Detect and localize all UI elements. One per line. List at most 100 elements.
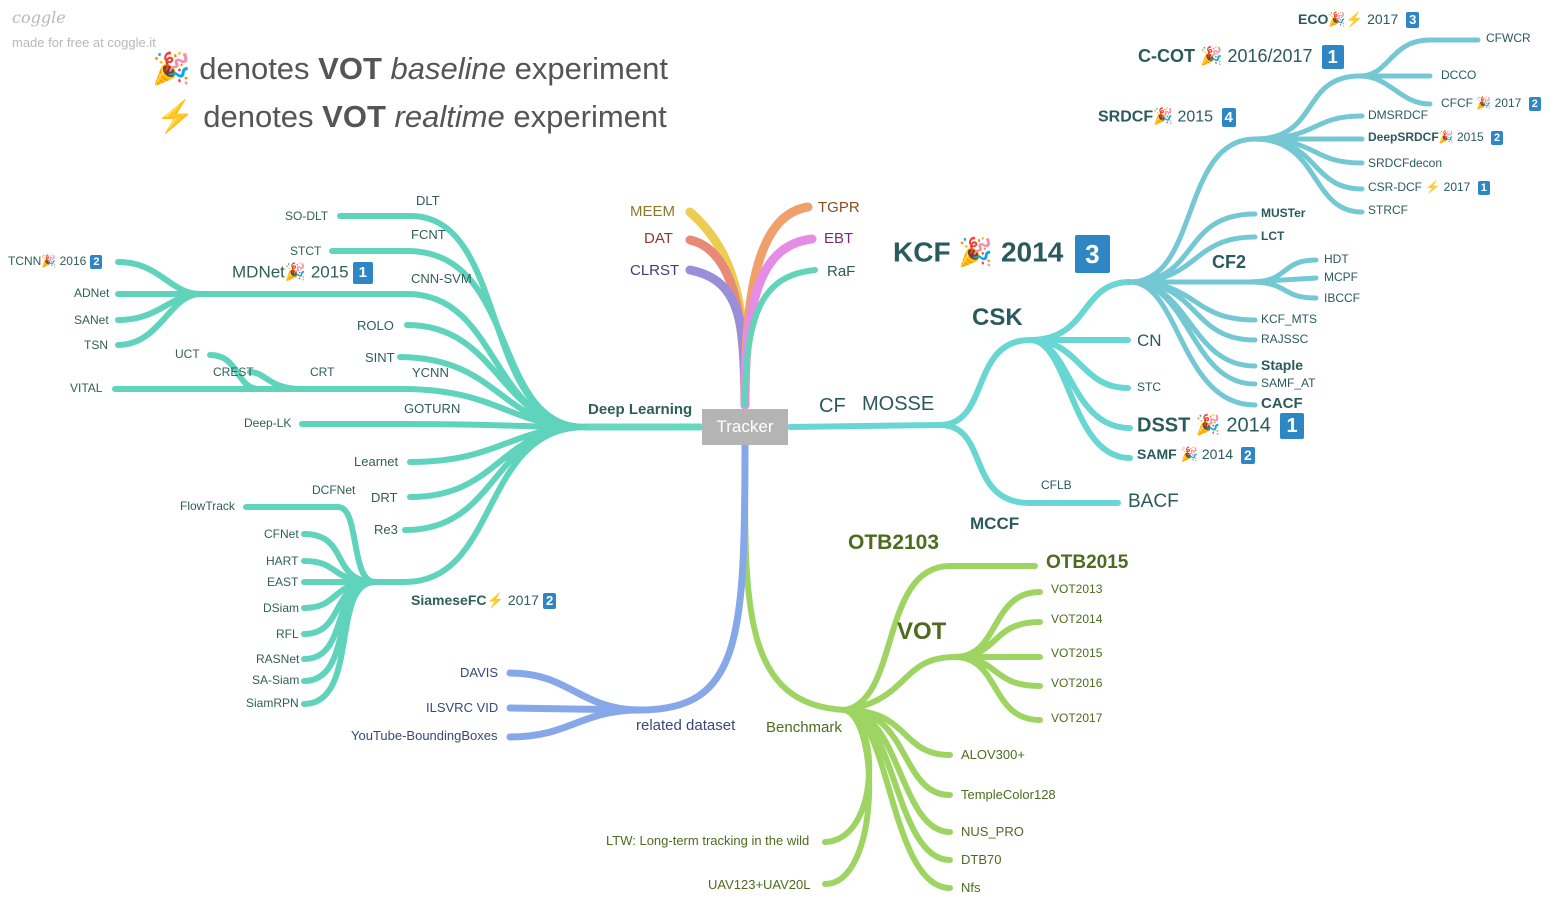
node-samf[interactable]: SAMF 🎉 2014 2 (1137, 447, 1255, 464)
node-muster[interactable]: MUSTer (1261, 206, 1306, 220)
node-ilsvrc-vid[interactable]: ILSVRC VID (426, 700, 499, 715)
node-siamrpn[interactable]: SiamRPN (246, 696, 299, 710)
node-ltw[interactable]: LTW: Long-term tracking in the wild (606, 833, 810, 848)
node-ycnn[interactable]: YCNN (412, 365, 449, 380)
node-deep-lk[interactable]: Deep-LK (244, 416, 292, 430)
node-ebt[interactable]: EBT (824, 230, 854, 247)
party-popper-icon: 🎉 (1180, 446, 1198, 463)
node-mccf[interactable]: MCCF (970, 514, 1020, 533)
node-ibccf[interactable]: IBCCF (1324, 291, 1360, 305)
node-deep-learning[interactable]: Deep Learning (588, 401, 693, 418)
node-mdnet[interactable]: MDNet🎉 2015 1 (232, 262, 373, 284)
node-nfs[interactable]: Nfs (961, 880, 981, 895)
node-samf-at[interactable]: SAMF_AT (1261, 376, 1316, 390)
node-vot2015[interactable]: VOT2015 (1051, 646, 1103, 660)
rank-badge: 2 (1528, 97, 1541, 111)
node-alov[interactable]: ALOV300+ (961, 747, 1025, 762)
node-vot2017[interactable]: VOT2017 (1051, 711, 1103, 725)
node-bacf[interactable]: BACF (1128, 491, 1179, 512)
node-drt[interactable]: DRT (371, 490, 398, 505)
node-crest[interactable]: CREST (213, 365, 254, 379)
node-lct[interactable]: LCT (1261, 229, 1285, 243)
node-dsiam[interactable]: DSiam (263, 601, 300, 615)
node-benchmark[interactable]: Benchmark (766, 719, 842, 736)
node-cfcf[interactable]: CFCF 🎉 2017 2 (1441, 97, 1541, 111)
node-cfwcr[interactable]: CFWCR (1486, 31, 1531, 45)
rank-badge: 3 (1075, 235, 1110, 273)
legend-baseline: 🎉 denotes VOT baseline experiment (152, 51, 668, 86)
node-dsst[interactable]: DSST 🎉 2014 1 (1137, 413, 1304, 439)
node-sa-siam[interactable]: SA-Siam (252, 673, 300, 687)
node-uct[interactable]: UCT (175, 347, 200, 361)
node-stc[interactable]: STC (1137, 380, 1161, 394)
node-tsn[interactable]: TSN (84, 338, 108, 352)
node-so-dlt[interactable]: SO-DLT (285, 209, 329, 223)
node-vot2013[interactable]: VOT2013 (1051, 582, 1103, 596)
node-sanet[interactable]: SANet (74, 313, 109, 327)
node-mcpf[interactable]: MCPF (1324, 270, 1358, 284)
node-csk[interactable]: CSK (972, 304, 1023, 331)
node-srdcfdecon[interactable]: SRDCFdecon (1368, 156, 1443, 170)
node-uav123[interactable]: UAV123+UAV20L (708, 877, 811, 892)
node-kcf[interactable]: KCF 🎉 2014 3 (893, 235, 1110, 273)
node-staple[interactable]: Staple (1261, 357, 1304, 373)
node-rfl[interactable]: RFL (276, 627, 299, 641)
node-dmsrdcf[interactable]: DMSRDCF (1368, 108, 1428, 122)
node-cnn-svm[interactable]: CNN-SVM (411, 271, 472, 286)
node-mosse[interactable]: MOSSE (862, 393, 935, 415)
node-crt[interactable]: CRT (310, 365, 335, 379)
node-tcnn[interactable]: TCNN🎉 2016 2 (8, 255, 103, 269)
node-dlt[interactable]: DLT (416, 193, 440, 208)
node-cacf[interactable]: CACF (1261, 395, 1303, 412)
node-dat[interactable]: DAT (644, 230, 673, 247)
coggle-tagline[interactable]: made for free at coggle.it (12, 35, 156, 50)
node-re3[interactable]: Re3 (374, 522, 398, 537)
node-cf2[interactable]: CF2 (1212, 252, 1247, 272)
node-davis[interactable]: DAVIS (460, 665, 499, 680)
node-meem[interactable]: MEEM (630, 203, 675, 220)
node-youtube-boundingboxes[interactable]: YouTube-BoundingBoxes (351, 728, 498, 743)
node-c-cot[interactable]: C-COT 🎉 2016/2017 1 (1138, 45, 1344, 69)
node-siamesefc[interactable]: SiameseFC⚡ 2017 2 (411, 593, 557, 610)
node-cfnet[interactable]: CFNet (264, 527, 299, 541)
node-srdcf[interactable]: SRDCF🎉 2015 4 (1098, 108, 1236, 127)
node-flowtrack[interactable]: FlowTrack (180, 499, 235, 513)
node-otb2103[interactable]: OTB2103 (848, 531, 940, 554)
node-raf[interactable]: RaF (827, 263, 856, 280)
node-templecolor128[interactable]: TempleColor128 (961, 787, 1056, 802)
node-dcfnet[interactable]: DCFNet (312, 483, 356, 497)
node-kcf-mts[interactable]: KCF_MTS (1261, 312, 1318, 326)
node-learnet[interactable]: Learnet (354, 454, 399, 469)
node-sint[interactable]: SINT (365, 350, 395, 365)
node-vot2016[interactable]: VOT2016 (1051, 676, 1103, 690)
node-dcco[interactable]: DCCO (1441, 68, 1477, 82)
node-clrst[interactable]: CLRST (630, 262, 680, 279)
root-node-tracker[interactable]: Tracker (702, 409, 788, 445)
node-nus-pro[interactable]: NUS_PRO (961, 824, 1024, 839)
node-deepsrdcf[interactable]: DeepSRDCF🎉 2015 2 (1368, 131, 1504, 145)
node-goturn[interactable]: GOTURN (404, 401, 461, 416)
node-vital[interactable]: VITAL (70, 381, 103, 395)
node-hart[interactable]: HART (266, 554, 299, 568)
node-hdt[interactable]: HDT (1324, 252, 1349, 266)
node-rajssc[interactable]: RAJSSC (1261, 332, 1309, 346)
node-otb2015[interactable]: OTB2015 (1046, 552, 1129, 573)
node-cf[interactable]: CF (819, 395, 846, 417)
node-cflb[interactable]: CFLB (1041, 478, 1072, 492)
node-csr-dcf[interactable]: CSR-DCF ⚡ 2017 1 (1368, 181, 1490, 195)
node-strcf[interactable]: STRCF (1368, 203, 1408, 217)
node-rasnet[interactable]: RASNet (256, 652, 300, 666)
node-adnet[interactable]: ADNet (74, 286, 110, 300)
node-eco[interactable]: ECO🎉⚡ 2017 3 (1298, 12, 1420, 29)
node-cn[interactable]: CN (1137, 331, 1162, 350)
node-east[interactable]: EAST (267, 575, 299, 589)
node-fcnt[interactable]: FCNT (411, 227, 446, 242)
node-tgpr[interactable]: TGPR (818, 199, 860, 216)
node-dtb70[interactable]: DTB70 (961, 852, 1002, 867)
node-vot2014[interactable]: VOT2014 (1051, 612, 1103, 626)
node-vot[interactable]: VOT (897, 618, 947, 645)
node-rolo[interactable]: ROLO (357, 318, 394, 333)
node-related-dataset[interactable]: related dataset (636, 717, 736, 734)
node-stct[interactable]: STCT (290, 244, 322, 258)
